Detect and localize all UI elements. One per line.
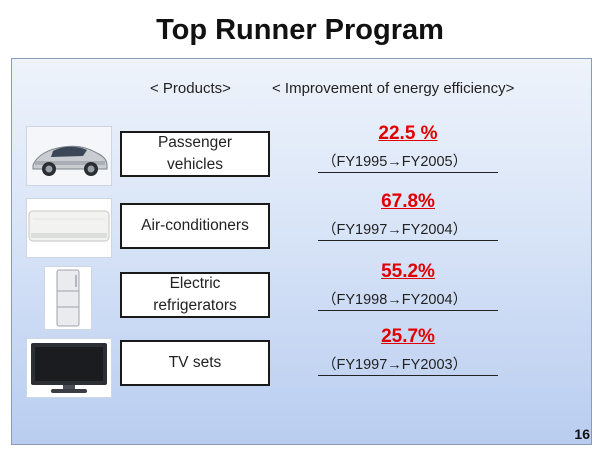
improvement-value: 67.8% [381,191,435,212]
products-header: < Products> [150,80,231,97]
air-conditioner-icon [26,198,112,258]
improvement-value: 55.2% [381,261,435,282]
period-range: （FY1998→FY2004） [318,288,498,311]
period-range: （FY1997→FY2004） [318,218,498,241]
slide-title: Top Runner Program [156,14,444,46]
product-label-line: vehicles [166,156,223,173]
product-label-line: Air-conditioners [141,217,249,234]
improvement-value: 22.5 % [378,123,438,144]
car-icon [26,126,112,186]
period-range: （FY1995→FY2005） [318,150,498,173]
product-label-line: refrigerators [153,297,237,314]
product-air-conditioners: Air-conditioners [120,203,270,249]
product-label-line: Passenger [157,134,233,151]
refrigerator-icon [44,266,92,330]
product-label-line: TV sets [168,354,222,371]
page-number: 16 [574,426,590,442]
period-range: （FY1997→FY2003） [318,353,498,376]
product-passenger-vehicles: Passenger vehicles [120,131,270,177]
improvement-header: < Improvement of energy efficiency> [272,80,515,97]
product-electric-refrigerators: Electric refrigerators [120,272,270,318]
improvement-value: 25.7% [381,326,435,347]
product-label-line: Electric [169,275,221,292]
tv-icon [26,338,112,398]
product-tv-sets: TV sets [120,340,270,386]
